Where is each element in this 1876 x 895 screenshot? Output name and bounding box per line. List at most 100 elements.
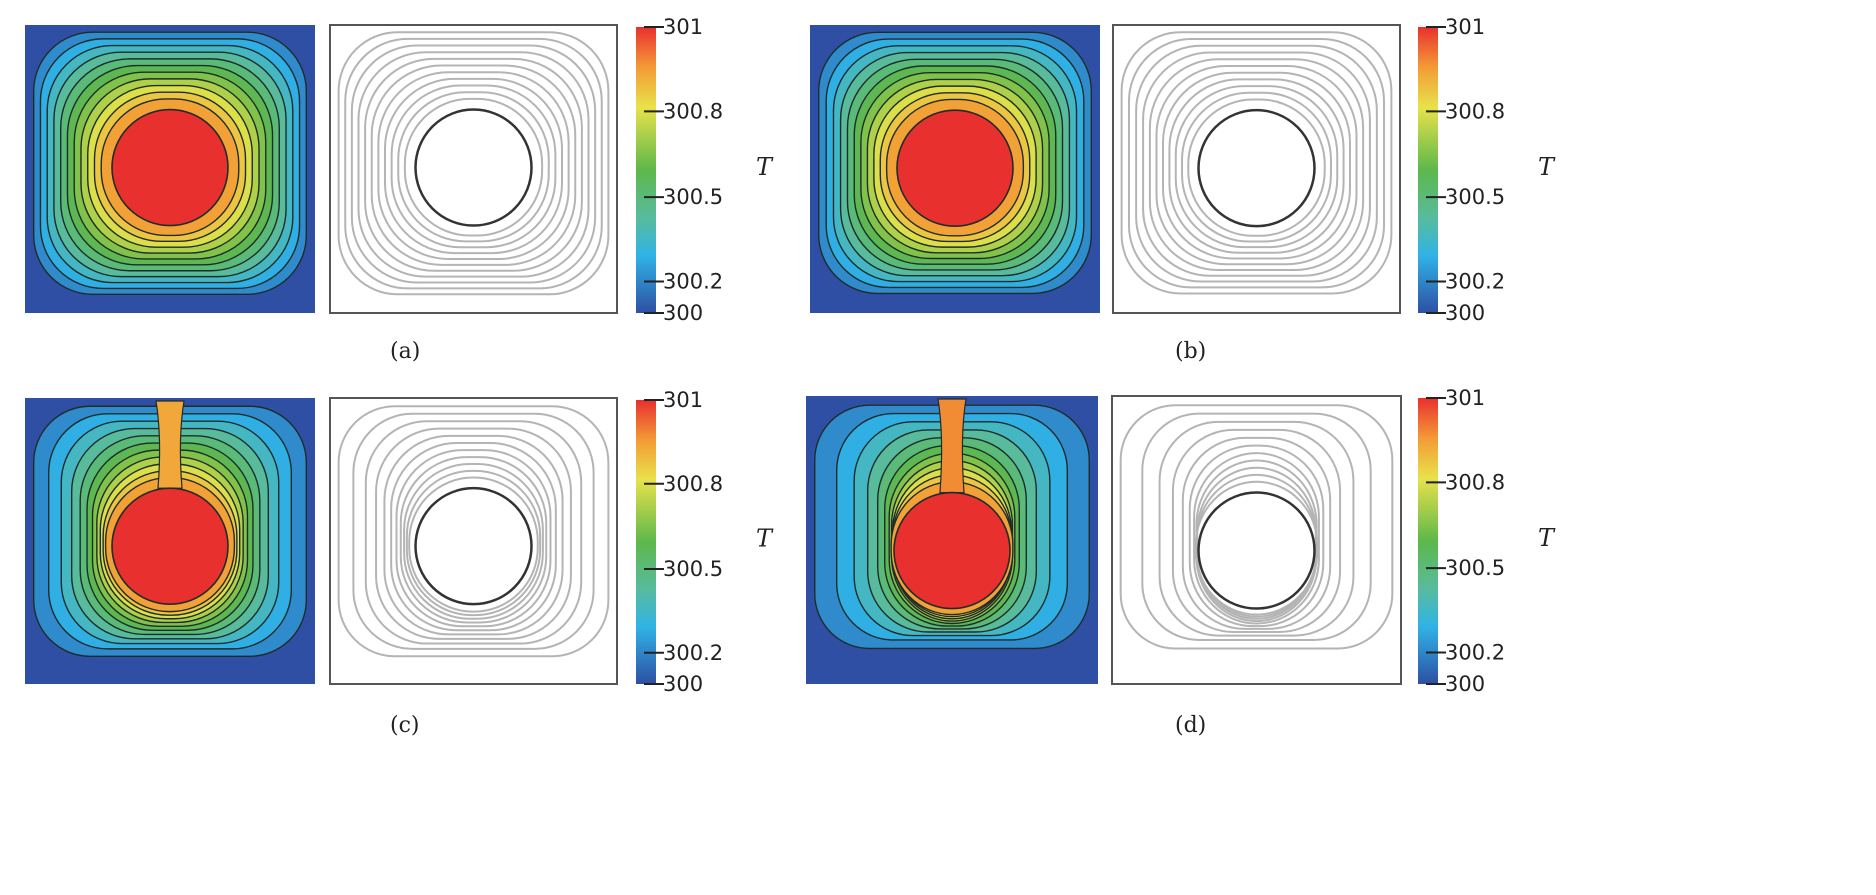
colorbar-tick-label: 300.8 xyxy=(1445,470,1505,494)
colorbar-tick-label: 301 xyxy=(663,388,703,412)
hot-cylinder xyxy=(896,109,1014,227)
streamline-contour xyxy=(390,442,557,632)
colorbar: 301 300.8 300.5 300.2 300 T xyxy=(1418,386,1556,696)
cylinder-outline xyxy=(1197,491,1316,610)
panel-label: (c) xyxy=(390,713,420,738)
streamline-contour xyxy=(1171,428,1342,634)
streamline-plot xyxy=(329,397,618,685)
streamline-contour xyxy=(1174,85,1339,249)
streamline-contour xyxy=(1120,31,1393,295)
streamline-contour xyxy=(1135,44,1378,283)
colorbar-tick-label: 300 xyxy=(663,672,703,696)
streamline-contour xyxy=(1158,420,1355,637)
streamline-contour xyxy=(357,51,590,278)
streamline-contour xyxy=(337,31,610,296)
colorbar-label: T xyxy=(1538,524,1556,552)
plume-stem xyxy=(155,400,185,489)
colorbar-label: T xyxy=(1538,153,1556,181)
streamline-contour xyxy=(383,434,564,636)
colorbar-gradient xyxy=(636,400,656,684)
streamline-contour xyxy=(1155,64,1358,266)
colorbar-tick-label: 300 xyxy=(1445,301,1485,325)
colorbar-tick-label: 300.5 xyxy=(1445,556,1505,580)
streamline-contour xyxy=(1141,412,1372,641)
streamline-contour xyxy=(395,449,552,628)
streamline-contour xyxy=(1162,71,1351,260)
colorbar-gradient xyxy=(1418,27,1438,313)
colorbar-tick-label: 300.8 xyxy=(663,99,723,123)
streamline-contour xyxy=(408,476,539,613)
colorbar-tick-label: 300 xyxy=(1445,672,1485,696)
colorbar-tick-label: 300.5 xyxy=(1445,185,1505,209)
streamline-contour xyxy=(352,412,595,650)
cylinder-outline xyxy=(1197,108,1316,228)
streamline-contour xyxy=(1188,444,1325,628)
streamline-contour xyxy=(1181,91,1332,243)
colorbar: 301 300.8 300.5 300.2 300 T xyxy=(1418,15,1556,325)
streamline-contour xyxy=(350,44,597,284)
streamline-contour xyxy=(337,405,610,658)
cylinder-outline xyxy=(414,486,533,606)
streamline-contour xyxy=(1181,436,1332,630)
temperature-field xyxy=(25,398,315,684)
colorbar-tick-label: 300.8 xyxy=(1445,99,1505,123)
streamline-contour xyxy=(1187,98,1326,237)
streamline-contour xyxy=(390,84,557,249)
panel-b: 301 300.8 300.5 300.2 300 T (b) xyxy=(810,15,1556,364)
streamline-contour xyxy=(1142,51,1371,277)
streamline-contour xyxy=(403,97,544,237)
streamline-contour xyxy=(1168,78,1345,254)
streamline-contour xyxy=(377,71,570,260)
colorbar-tick-label: 301 xyxy=(663,15,703,39)
colorbar-label: T xyxy=(756,153,774,181)
colorbar-label: T xyxy=(756,525,774,553)
colorbar: 301 300.8 300.5 300.2 300 T xyxy=(636,15,774,325)
streamline-contour xyxy=(403,463,544,620)
colorbar-tick-label: 301 xyxy=(1445,386,1485,410)
streamline-contour xyxy=(344,37,603,290)
colorbar-gradient xyxy=(636,27,656,313)
streamline-contour xyxy=(399,456,548,624)
hot-cylinder xyxy=(111,487,229,605)
streamline-contour xyxy=(1194,480,1319,616)
streamline-plot xyxy=(329,24,618,314)
temperature-field xyxy=(806,396,1098,684)
panel-d: 301 300.8 300.5 300.2 300 T (d) xyxy=(806,386,1556,738)
streamline-contour xyxy=(1119,404,1394,650)
streamline-plot xyxy=(1112,24,1401,314)
panel-label: (a) xyxy=(390,339,420,364)
panel-a: 301 300.8 300.5 300.2 300 T (a) xyxy=(25,15,774,364)
streamline-contour xyxy=(364,420,583,645)
streamline-contour xyxy=(1127,38,1386,289)
panel-label: (d) xyxy=(1175,713,1206,738)
colorbar-tick-label: 300.2 xyxy=(663,641,723,665)
streamline-contour xyxy=(1195,473,1318,618)
streamline-contour xyxy=(364,57,583,272)
hot-cylinder xyxy=(111,108,229,227)
panel-label: (b) xyxy=(1175,339,1206,364)
colorbar-tick-label: 300.8 xyxy=(663,472,723,496)
streamline-contour xyxy=(1193,452,1320,625)
colorbar: 301 300.8 300.5 300.2 300 T xyxy=(636,388,774,696)
cylinder-outline xyxy=(414,108,533,227)
colorbar-tick-label: 301 xyxy=(1445,15,1485,39)
colorbar-tick-label: 300.5 xyxy=(663,557,723,581)
streamline-plot xyxy=(1111,395,1402,685)
colorbar-tick-label: 300.5 xyxy=(663,185,723,209)
streamline-contour xyxy=(397,91,550,243)
streamline-contour xyxy=(1148,58,1365,271)
panel-c: 301 300.8 300.5 300.2 300 T (c) xyxy=(25,388,774,738)
temperature-field xyxy=(25,25,315,313)
colorbar-tick-label: 300.2 xyxy=(1445,641,1505,665)
plume-stem xyxy=(937,398,967,494)
colorbar-gradient xyxy=(1418,398,1438,684)
colorbar-tick-label: 300.2 xyxy=(1445,270,1505,294)
streamline-contour xyxy=(375,427,572,640)
streamline-contour xyxy=(370,64,577,266)
streamline-contour xyxy=(383,77,564,255)
streamline-contour xyxy=(405,469,542,617)
hot-cylinder xyxy=(893,491,1011,610)
colorbar-tick-label: 300.2 xyxy=(663,270,723,294)
temperature-field xyxy=(810,25,1100,313)
